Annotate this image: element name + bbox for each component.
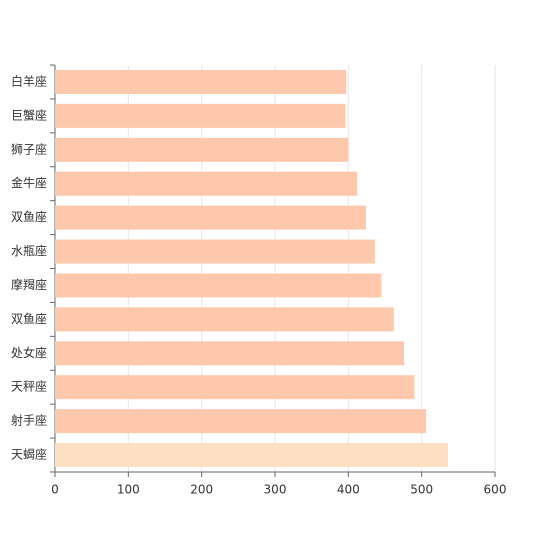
bar	[55, 69, 347, 94]
y-tick-label: 巨蟹座	[11, 107, 47, 122]
y-tick-label: 射手座	[11, 413, 47, 428]
y-tick-label: 天蝎座	[11, 447, 47, 462]
bar	[55, 239, 375, 264]
y-tick-label: 双鱼座	[11, 209, 47, 224]
bar	[55, 205, 366, 230]
y-tick-label: 处女座	[11, 345, 47, 360]
y-tick-label: 水瓶座	[11, 243, 47, 258]
x-tick-label: 400	[337, 483, 360, 497]
x-tick-label: 100	[117, 483, 140, 497]
x-tick-label: 500	[410, 483, 433, 497]
y-tick-label: 狮子座	[11, 141, 47, 156]
x-tick-label: 0	[51, 483, 59, 497]
bar	[55, 443, 449, 468]
bar	[55, 103, 346, 128]
x-tick-label: 200	[190, 483, 213, 497]
bar	[55, 341, 405, 366]
y-tick-label: 天秤座	[11, 379, 47, 394]
bar	[55, 137, 349, 162]
bar	[55, 375, 415, 400]
bar	[55, 273, 382, 298]
y-tick-label: 白羊座	[11, 73, 47, 88]
x-tick-label: 300	[264, 483, 287, 497]
y-tick-label: 摩羯座	[11, 277, 47, 292]
y-tick-label: 金牛座	[11, 175, 47, 190]
bar	[55, 409, 427, 434]
y-tick-label: 双鱼座	[11, 311, 47, 326]
bar	[55, 171, 358, 196]
x-tick-label: 600	[484, 483, 507, 497]
bar	[55, 307, 394, 332]
